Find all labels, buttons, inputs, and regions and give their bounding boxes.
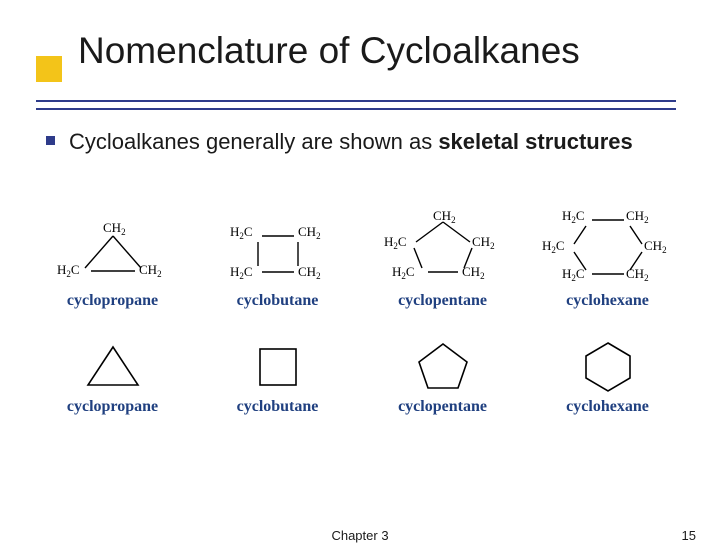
- svg-text:CH2: CH2: [298, 224, 321, 241]
- svg-text:H2C: H2C: [57, 262, 80, 279]
- struct-cell-cyclobutane: H2C CH2 H2C CH2 cyclobutane: [195, 214, 360, 310]
- accent-square: [36, 56, 62, 82]
- struct-diagram: CH2 H2C CH2: [53, 214, 173, 288]
- figure-area: CH2 H2C CH2 cyclopropane H2C CH2 H2C CH2: [30, 214, 690, 416]
- compound-name: cyclopentane: [398, 292, 487, 310]
- compound-name: cyclobutane: [237, 398, 319, 416]
- bullet-text-pre: Cycloalkanes generally are shown as: [69, 129, 438, 154]
- skeletal-diagram: [248, 338, 308, 394]
- struct-cell-cyclopropane: CH2 H2C CH2 cyclopropane: [30, 214, 195, 310]
- svg-text:CH2: CH2: [462, 264, 485, 281]
- svg-text:CH2: CH2: [433, 210, 456, 225]
- skeletal-diagram: [576, 338, 640, 394]
- structural-row: CH2 H2C CH2 cyclopropane H2C CH2 H2C CH2: [30, 214, 690, 310]
- svg-text:H2C: H2C: [562, 266, 585, 283]
- rule-line: [36, 100, 676, 102]
- skeletal-diagram: [411, 338, 475, 394]
- bullet-text: Cycloalkanes generally are shown as skel…: [69, 128, 633, 156]
- page-title: Nomenclature of Cycloalkanes: [78, 30, 580, 72]
- svg-text:CH2: CH2: [472, 234, 495, 251]
- compound-name: cyclohexane: [566, 292, 649, 310]
- svg-text:CH2: CH2: [626, 208, 649, 225]
- struct-cell-cyclohexane: H2C CH2 H2C CH2 H2C CH2 cyclohexane: [525, 214, 690, 310]
- struct-cell-cyclopentane: CH2 H2C CH2 H2C CH2 cyclopentane: [360, 214, 525, 310]
- chapter-label: Chapter 3: [331, 528, 388, 543]
- svg-text:H2C: H2C: [230, 264, 253, 281]
- struct-diagram: CH2 H2C CH2 H2C CH2: [368, 214, 518, 288]
- bullet-text-bold: skeletal structures: [438, 129, 632, 154]
- skel-cell-cyclobutane: cyclobutane: [195, 338, 360, 416]
- compound-name: cyclohexane: [566, 398, 649, 416]
- svg-text:CH2: CH2: [644, 238, 667, 255]
- compound-name: cyclopropane: [67, 398, 158, 416]
- svg-text:CH2: CH2: [103, 220, 126, 237]
- skel-cell-cyclopropane: cyclopropane: [30, 338, 195, 416]
- svg-text:CH2: CH2: [139, 262, 162, 279]
- bullet-square-icon: [46, 136, 55, 145]
- page-number: 15: [682, 528, 696, 543]
- compound-name: cyclopentane: [398, 398, 487, 416]
- svg-text:H2C: H2C: [384, 234, 407, 251]
- svg-text:H2C: H2C: [542, 238, 565, 255]
- struct-diagram: H2C CH2 H2C CH2: [208, 214, 348, 288]
- struct-diagram: H2C CH2 H2C CH2 H2C CH2: [528, 214, 688, 288]
- skel-cell-cyclopentane: cyclopentane: [360, 338, 525, 416]
- svg-text:H2C: H2C: [562, 208, 585, 225]
- svg-text:CH2: CH2: [626, 266, 649, 283]
- svg-text:H2C: H2C: [230, 224, 253, 241]
- compound-name: cyclopropane: [67, 292, 158, 310]
- skeletal-row: cyclopropane cyclobutane cyclopentane cy…: [30, 338, 690, 416]
- svg-text:H2C: H2C: [392, 264, 415, 281]
- skeletal-diagram: [78, 338, 148, 394]
- svg-text:CH2: CH2: [298, 264, 321, 281]
- bullet-item: Cycloalkanes generally are shown as skel…: [46, 128, 680, 156]
- compound-name: cyclobutane: [237, 292, 319, 310]
- rule-line: [36, 108, 676, 110]
- skel-cell-cyclohexane: cyclohexane: [525, 338, 690, 416]
